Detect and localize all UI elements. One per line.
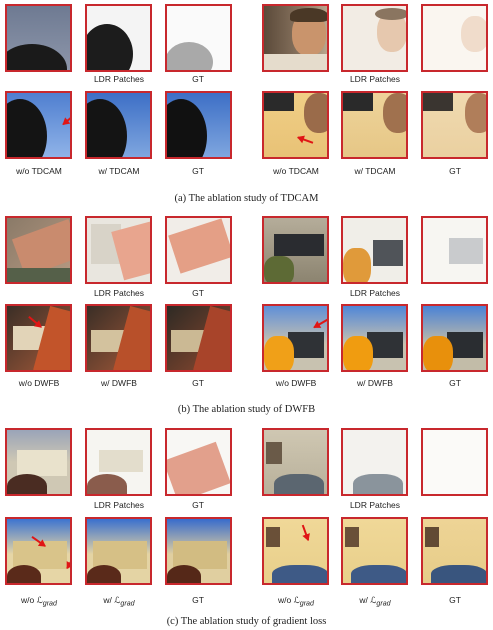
red-arrow-icon [297,136,314,144]
patch-a-right-ldr-dark [262,4,329,72]
label-w-prefix: w/ [103,595,115,605]
label-wo-dwfb: w/o DWFB [275,378,317,388]
label-ldr-patches: LDR Patches [93,288,145,298]
label-wo-tdcam: w/o TDCAM [16,166,62,176]
loss-symbol: ℒ [370,595,377,605]
label-wo-prefix: w/o [278,595,294,605]
label-w-grad: w/ ℒgrad [330,595,420,608]
label-w-dwfb: w/ DWFB [357,378,393,388]
label-gt: GT [192,288,204,298]
label-wo-prefix: w/o [21,595,37,605]
patch-b-left-ldr-bright [85,216,152,284]
patch-a-left-gt [165,91,232,159]
label-gt: GT [192,500,204,510]
patch-b-left-wo [5,304,72,372]
loss-symbol: ℒ [293,595,300,605]
patch-c-left-ldr-bright [85,428,152,496]
patch-c-right-wo [262,517,329,585]
label-gt: GT [192,74,204,84]
label-ldr-patches: LDR Patches [93,74,145,84]
patch-c-right-gt [421,517,488,585]
patch-c-right-ldr-dark [262,428,329,496]
label-wo-dwfb: w/o DWFB [18,378,60,388]
patch-c-left-w [85,517,152,585]
patch-c-left-ldr-dark [5,428,72,496]
patch-b-left-w [85,304,152,372]
label-w-tdcam: w/ TDCAM [98,166,140,176]
red-arrow-icon [313,318,327,329]
patch-a-right-w [341,91,408,159]
patch-a-right-wo [262,91,329,159]
patch-c-right-ldr-bright [341,428,408,496]
patch-a-left-ldr-bright [85,4,152,72]
patch-a-left-wo [5,91,72,159]
patch-c-left-gt-ldr [165,428,232,496]
label-w-grad: w/ ℒgrad [74,595,164,608]
label-gt: GT [449,166,461,176]
label-wo-tdcam: w/o TDCAM [273,166,319,176]
loss-subscript: grad [376,599,391,608]
label-wo-grad: w/o ℒgrad [251,595,341,608]
loss-subscript: grad [299,599,314,608]
loss-symbol: ℒ [36,595,43,605]
label-w-tdcam: w/ TDCAM [354,166,396,176]
label-gt: GT [192,378,204,388]
patch-c-left-gt [165,517,232,585]
label-w-prefix: w/ [359,595,371,605]
caption-a: (a) The ablation study of TDCAM [174,193,319,204]
loss-symbol: ℒ [114,595,121,605]
patch-b-right-w [341,304,408,372]
patch-b-left-ldr-dark [5,216,72,284]
patch-b-right-ldr-bright [341,216,408,284]
patch-b-right-gt-ldr [421,216,488,284]
loss-subscript: grad [120,599,135,608]
label-gt: GT [192,595,204,605]
patch-b-right-wo [262,304,329,372]
patch-b-right-ldr-dark [262,216,329,284]
patch-a-left-w [85,91,152,159]
red-arrow-icon [301,524,310,541]
loss-subscript: grad [42,599,57,608]
patch-b-right-gt [421,304,488,372]
label-w-dwfb: w/ DWFB [101,378,137,388]
patch-a-right-gt-ldr [421,4,488,72]
patch-a-left-gt-ldr [165,4,232,72]
patch-c-right-w [341,517,408,585]
label-gt: GT [449,378,461,388]
caption-b: (b) The ablation study of DWFB [177,404,316,415]
patch-a-right-ldr-bright [341,4,408,72]
label-ldr-patches: LDR Patches [349,74,401,84]
patch-a-left-ldr-dark [5,4,72,72]
patch-a-right-gt [421,91,488,159]
label-ldr-patches: LDR Patches [349,500,401,510]
label-gt: GT [192,166,204,176]
label-wo-grad: w/o ℒgrad [0,595,84,608]
red-arrow-icon [62,111,70,126]
label-ldr-patches: LDR Patches [93,500,145,510]
patch-c-right-gt-ldr [421,428,488,496]
patch-b-left-gt [165,304,232,372]
patch-b-left-gt-ldr [165,216,232,284]
caption-c: (c) The ablation study of gradient loss [166,616,327,627]
label-ldr-patches: LDR Patches [349,288,401,298]
patch-c-left-wo [5,517,72,585]
label-gt: GT [449,595,461,605]
